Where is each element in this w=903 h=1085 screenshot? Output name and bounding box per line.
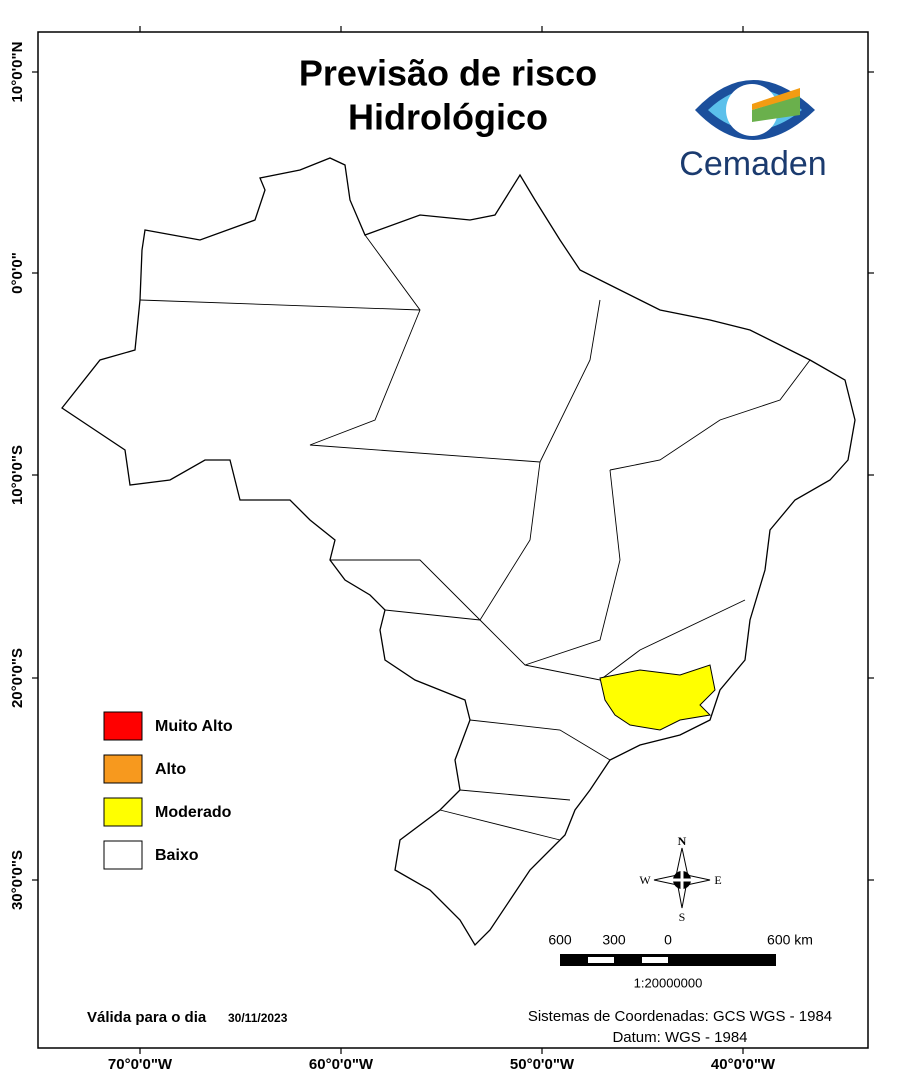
y-axis-label: 20°0'0"S xyxy=(9,648,26,708)
datum: Datum: WGS - 1984 xyxy=(612,1029,747,1046)
scale-bar: 600 300 0 600 km 1:20000000 xyxy=(548,932,813,991)
y-axis-label: 10°0'0"S xyxy=(9,445,26,505)
logo: Cemaden xyxy=(679,80,827,183)
y-axis-label: 0°0'0" xyxy=(9,252,26,294)
compass-s: S xyxy=(679,910,686,924)
scale-label: 600 xyxy=(548,932,572,948)
scale-label: 0 xyxy=(664,932,672,948)
compass-w: W xyxy=(639,873,651,887)
legend-swatch xyxy=(103,711,143,741)
x-axis-label: 70°0'0"W xyxy=(108,1056,173,1073)
legend-label: Moderado xyxy=(155,804,232,821)
legend-label: Alto xyxy=(155,761,186,778)
coordinate-system: Sistemas de Coordenadas: GCS WGS - 1984 xyxy=(528,1008,832,1025)
y-axis-label: 10°0'0"N xyxy=(9,42,26,103)
scale-ratio: 1:20000000 xyxy=(634,975,703,990)
logo-text: Cemaden xyxy=(679,145,826,183)
x-axis-label: 60°0'0"W xyxy=(309,1056,374,1073)
scale-label: 300 xyxy=(602,932,626,948)
compass: N S E W xyxy=(639,834,721,924)
legend-label: Muito Alto xyxy=(155,718,233,735)
compass-e: E xyxy=(714,873,721,887)
title-line: Hidrológico xyxy=(348,97,548,138)
moderate-risk-area xyxy=(599,664,716,731)
legend-swatch xyxy=(103,797,143,827)
legend-swatch xyxy=(103,754,143,784)
axis-labels: 70°0'0"W 60°0'0"W 50°0'0"W 40°0'0"W 10°0'0"N… xyxy=(9,42,776,1073)
legend-swatch xyxy=(103,840,143,870)
legend: Muito Alto Alto Moderado Baixo xyxy=(103,711,233,870)
compass-n: N xyxy=(678,834,687,848)
title-line: Previsão de risco xyxy=(299,53,597,94)
legend-label: Baixo xyxy=(155,847,199,864)
x-axis-label: 50°0'0"W xyxy=(510,1056,575,1073)
graticule-ticks xyxy=(32,26,874,1054)
validity-label: Válida para o dia xyxy=(87,1009,207,1026)
scale-label: 600 km xyxy=(767,932,813,948)
validity-date: 30/11/2023 xyxy=(228,1011,288,1025)
x-axis-label: 40°0'0"W xyxy=(711,1056,776,1073)
y-axis-label: 30°0'0"S xyxy=(9,850,26,910)
state-borders xyxy=(139,234,811,841)
brazil-outline xyxy=(61,157,856,947)
